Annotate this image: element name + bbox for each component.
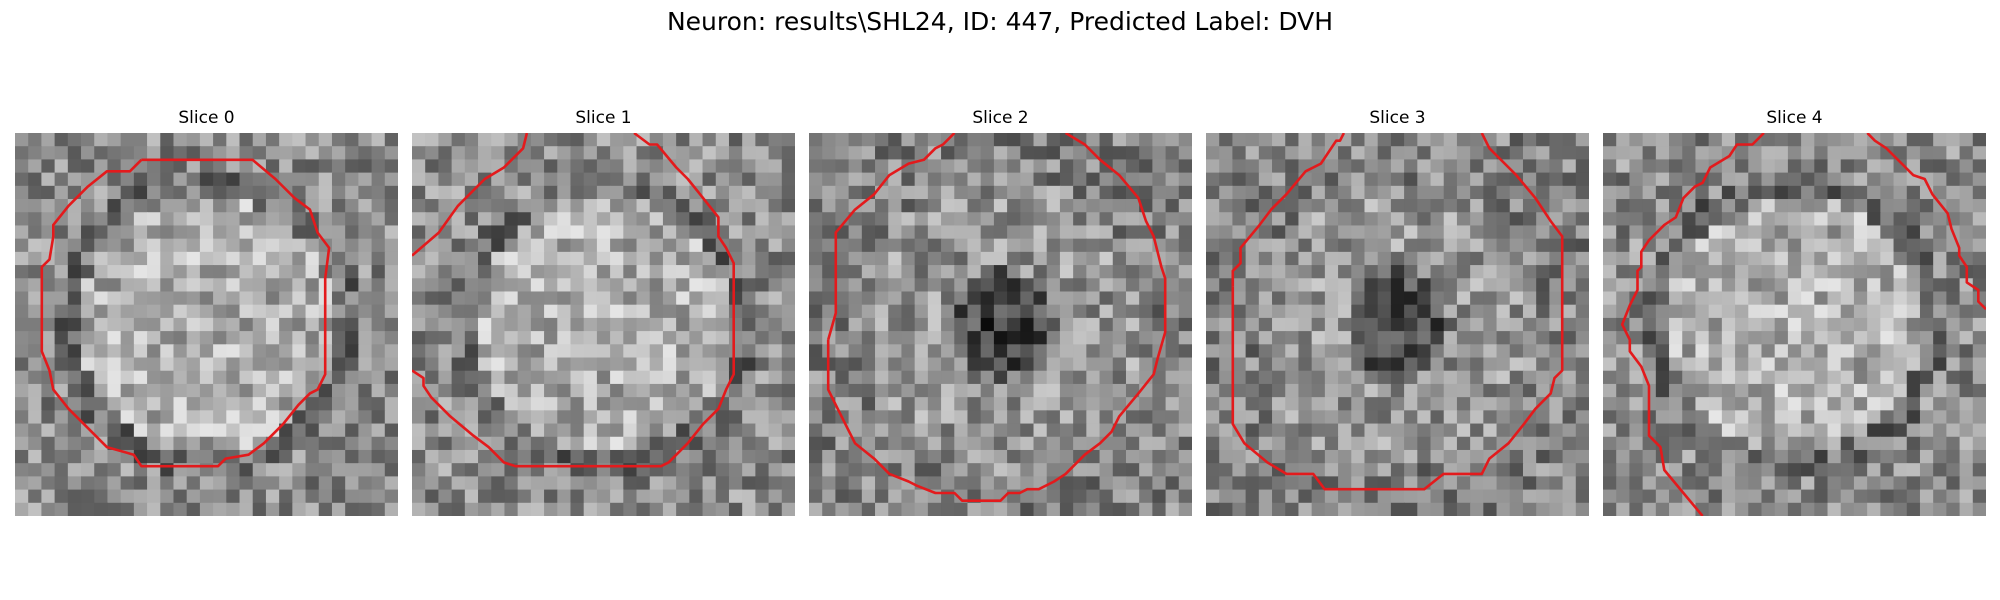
contour-line <box>1231 133 1346 287</box>
slice-image-2 <box>809 133 1192 516</box>
slice-panel-0: Slice 0 <box>15 104 398 544</box>
slice-image-3 <box>1206 133 1589 516</box>
contour-line <box>1620 133 1765 516</box>
contour-line <box>1866 133 1986 311</box>
slice-title-1: Slice 1 <box>575 108 632 128</box>
slice-image-1 <box>412 133 795 516</box>
slice-panel-4: Slice 4 <box>1603 104 1986 544</box>
slice-title-2: Slice 2 <box>972 108 1029 128</box>
contour-line <box>826 133 956 341</box>
pixel-texture <box>1206 133 1589 516</box>
figure-title: Neuron: results\SHL24, ID: 447, Predicte… <box>666 7 1334 36</box>
slice-image-0 <box>15 133 398 516</box>
slice-title-4: Slice 4 <box>1766 108 1823 128</box>
slice-title-3: Slice 3 <box>1369 108 1426 128</box>
contour-line <box>1231 133 1564 491</box>
slice-panel-1: Slice 1 <box>412 104 795 544</box>
slice-panel-3: Slice 3 <box>1206 104 1589 544</box>
slice-title-0: Slice 0 <box>178 108 235 128</box>
slice-panel-2: Slice 2 <box>809 104 1192 544</box>
pixel-texture <box>15 133 398 516</box>
contour-line <box>412 133 529 257</box>
pixel-texture <box>809 133 1192 516</box>
contour-line <box>412 133 736 468</box>
contour-line <box>40 158 331 468</box>
slice-image-4 <box>1603 133 1986 516</box>
contour-line <box>826 133 1167 503</box>
pixel-texture <box>412 133 795 516</box>
pixel-texture <box>1603 133 1986 516</box>
